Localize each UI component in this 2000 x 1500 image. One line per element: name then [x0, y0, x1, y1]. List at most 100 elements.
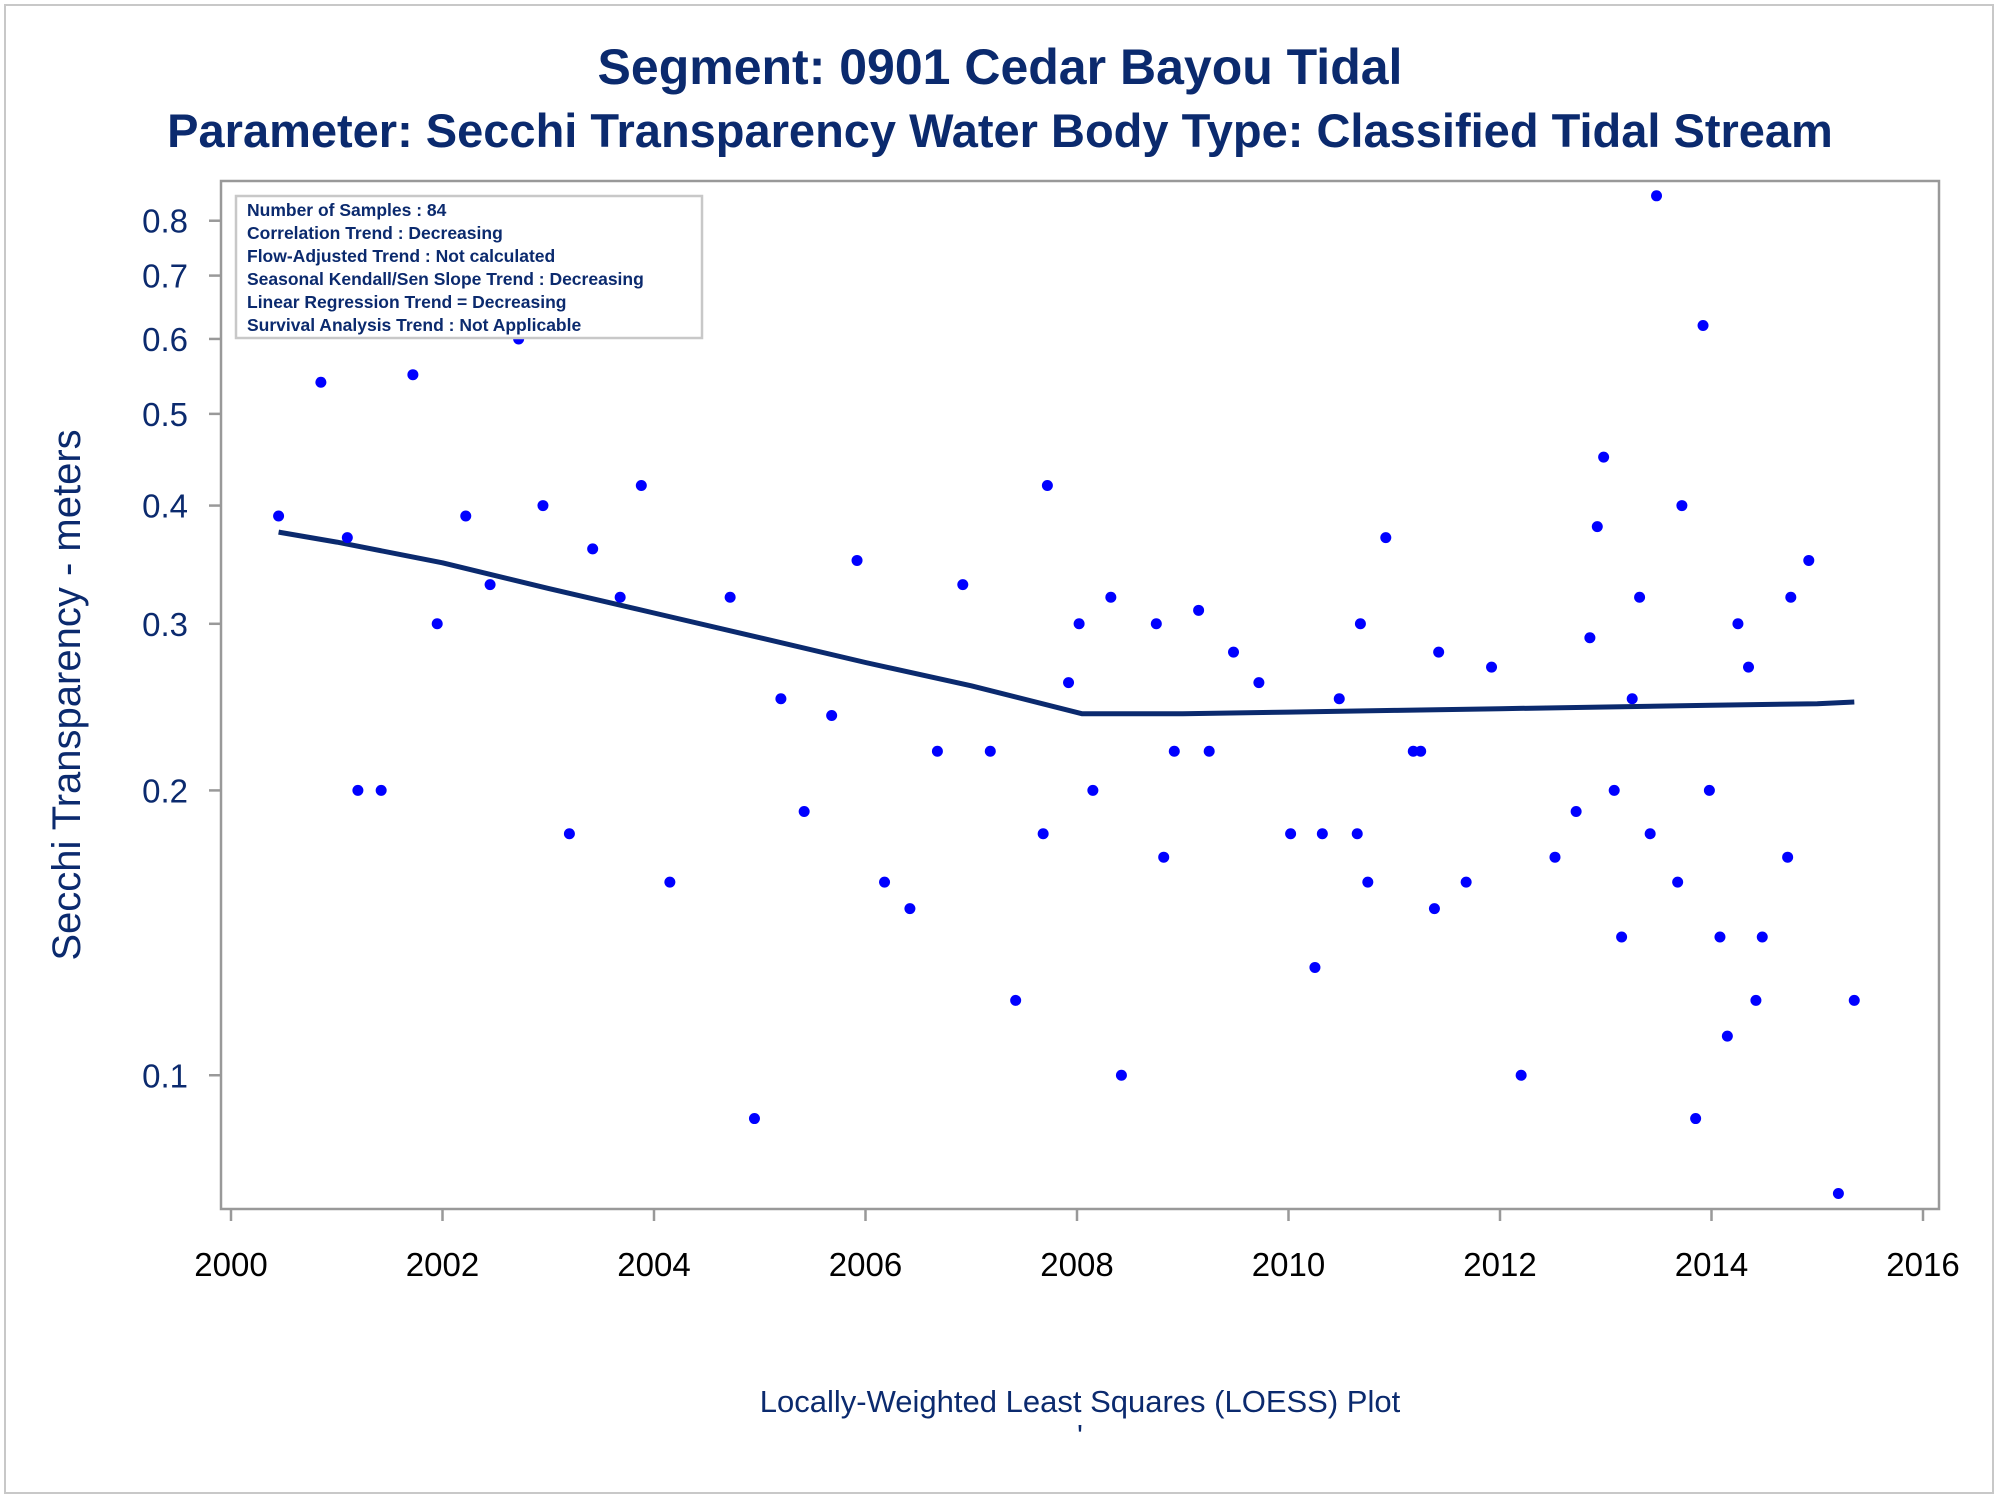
- x-tick-label: 2004: [617, 1246, 690, 1283]
- data-point: [957, 579, 969, 591]
- data-point: [1010, 994, 1022, 1006]
- loess-line-layer: [278, 529, 1855, 717]
- stats-line: Survival Analysis Trend : Not Applicable: [247, 315, 581, 335]
- chart-footnote: Locally-Weighted Least Squares (LOESS) P…: [760, 1384, 1401, 1419]
- data-point: [1803, 554, 1815, 566]
- data-point: [352, 784, 364, 796]
- x-tick-label: 2014: [1675, 1246, 1748, 1283]
- data-point: [1584, 632, 1596, 644]
- data-point: [1598, 451, 1610, 463]
- figure-frame: [4, 4, 1994, 1494]
- data-point: [1073, 618, 1085, 630]
- plot-area: [219, 179, 1941, 1211]
- data-point: [748, 1113, 760, 1125]
- y-tick-label: 0.5: [142, 396, 188, 433]
- data-point: [1351, 828, 1363, 840]
- data-point: [1644, 828, 1656, 840]
- data-point: [614, 591, 626, 603]
- data-point: [1362, 876, 1374, 888]
- y-tick-label: 0.1: [142, 1057, 188, 1094]
- x-tick-label: 2002: [406, 1246, 479, 1283]
- data-point: [460, 510, 472, 522]
- data-point: [724, 591, 736, 603]
- data-point: [1848, 994, 1860, 1006]
- data-point: [1756, 931, 1768, 943]
- x-axis: 2000 2002 2004 2006 2008 2010 2012 2014 2016: [194, 1209, 1960, 1283]
- y-tick-label: 0.7: [142, 258, 188, 295]
- data-point: [1743, 661, 1755, 673]
- data-point: [431, 618, 443, 630]
- data-point: [537, 500, 549, 512]
- data-point: [1037, 828, 1049, 840]
- y-tick-label: 0.3: [142, 606, 188, 643]
- data-point: [1608, 784, 1620, 796]
- data-point: [1428, 903, 1440, 915]
- chart-title: Segment: 0901 Cedar Bayou Tidal: [598, 39, 1403, 95]
- data-point: [341, 532, 353, 544]
- data-point: [1309, 961, 1321, 973]
- data-point: [1333, 693, 1345, 705]
- data-point: [1782, 851, 1794, 863]
- data-point: [1253, 677, 1265, 689]
- data-point: [1785, 591, 1797, 603]
- x-tick-label: 2012: [1463, 1246, 1536, 1283]
- data-point: [1697, 319, 1709, 331]
- data-point: [798, 805, 810, 817]
- data-point: [1634, 591, 1646, 603]
- data-point: [1433, 646, 1445, 658]
- data-point: [931, 745, 943, 757]
- data-point: [1690, 1113, 1702, 1125]
- data-point: [1354, 618, 1366, 630]
- data-point: [1041, 480, 1053, 492]
- x-tick-label: 2016: [1886, 1246, 1959, 1283]
- data-point: [984, 745, 996, 757]
- y-tick-label: 0.6: [142, 321, 188, 358]
- x-tick-label: 2000: [194, 1246, 267, 1283]
- chart-subtitle: Parameter: Secchi Transparency Water Bod…: [167, 104, 1833, 157]
- data-point: [1626, 693, 1638, 705]
- data-point: [1193, 604, 1205, 616]
- data-point: [587, 543, 599, 555]
- stats-line: Seasonal Kendall/Sen Slope Trend : Decre…: [247, 269, 644, 289]
- stats-line: Flow-Adjusted Trend : Not calculated: [247, 246, 555, 266]
- data-point: [375, 784, 387, 796]
- x-tick-label: 2008: [1040, 1246, 1113, 1283]
- data-point: [563, 828, 575, 840]
- data-point: [1285, 828, 1297, 840]
- data-point: [635, 480, 647, 492]
- stats-box-lines: Number of Samples : 84 Correlation Trend …: [247, 200, 644, 335]
- data-point: [1115, 1069, 1127, 1081]
- data-point: [1750, 994, 1762, 1006]
- stats-line: Linear Regression Trend = Decreasing: [247, 292, 567, 312]
- data-point: [273, 510, 285, 522]
- data-point: [1105, 591, 1117, 603]
- data-point: [1549, 851, 1561, 863]
- data-point: [664, 876, 676, 888]
- data-point: [1168, 745, 1180, 757]
- data-points-layer: [273, 190, 1860, 1199]
- data-point: [1158, 851, 1170, 863]
- data-point: [1380, 532, 1392, 544]
- data-point: [1515, 1069, 1527, 1081]
- y-tick-label: 0.2: [142, 772, 188, 809]
- data-point: [1063, 677, 1075, 689]
- data-point: [1228, 646, 1240, 658]
- data-point: [407, 369, 419, 381]
- stats-line: Correlation Trend : Decreasing: [247, 223, 503, 243]
- loess-line: [278, 529, 1855, 717]
- data-point: [1570, 805, 1582, 817]
- data-point: [904, 903, 916, 915]
- data-point: [775, 693, 787, 705]
- stats-box: [234, 194, 704, 340]
- footnote-mark: ': [1077, 1418, 1083, 1453]
- data-point: [1732, 618, 1744, 630]
- data-point: [1703, 784, 1715, 796]
- y-axis-label: Secchi Transparency - meters: [45, 429, 89, 960]
- data-point: [1415, 745, 1427, 757]
- data-point: [1486, 661, 1498, 673]
- x-tick-label: 2006: [829, 1246, 902, 1283]
- data-point: [1087, 784, 1099, 796]
- data-point: [1616, 931, 1628, 943]
- data-point: [1316, 828, 1328, 840]
